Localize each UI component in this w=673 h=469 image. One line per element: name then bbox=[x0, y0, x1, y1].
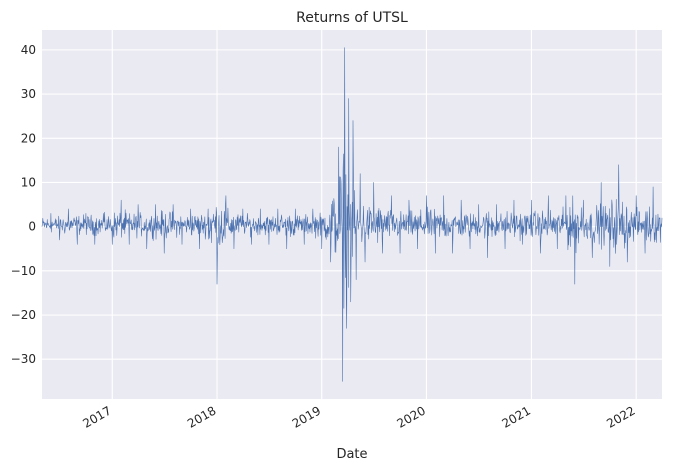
chart-title: Returns of UTSL bbox=[296, 10, 408, 26]
y-tick-label: 20 bbox=[21, 131, 36, 145]
x-tick-label: 2019 bbox=[290, 403, 323, 430]
y-tick-label: 30 bbox=[21, 87, 36, 101]
x-tick-label: 2018 bbox=[185, 403, 218, 430]
y-tick-label: −20 bbox=[11, 308, 36, 322]
y-tick-label: 40 bbox=[21, 43, 36, 57]
y-tick-label: 0 bbox=[28, 220, 36, 234]
returns-series-line bbox=[41, 47, 663, 382]
x-axis-ticks: 2017 2018 2019 2020 2021 2022 bbox=[80, 403, 637, 430]
x-axis-label: Date bbox=[336, 447, 367, 462]
x-tick-label: 2021 bbox=[500, 403, 533, 430]
y-tick-label: 10 bbox=[21, 175, 36, 189]
series-layer bbox=[41, 47, 663, 382]
grid bbox=[42, 30, 662, 399]
x-tick-label: 2020 bbox=[394, 403, 427, 430]
y-tick-label: −10 bbox=[11, 264, 36, 278]
x-tick-label: 2022 bbox=[604, 403, 637, 430]
y-axis-ticks: −30 −20 −10 0 10 20 30 40 bbox=[11, 43, 36, 366]
y-tick-label: −30 bbox=[11, 352, 36, 366]
x-tick-label: 2017 bbox=[80, 403, 113, 430]
